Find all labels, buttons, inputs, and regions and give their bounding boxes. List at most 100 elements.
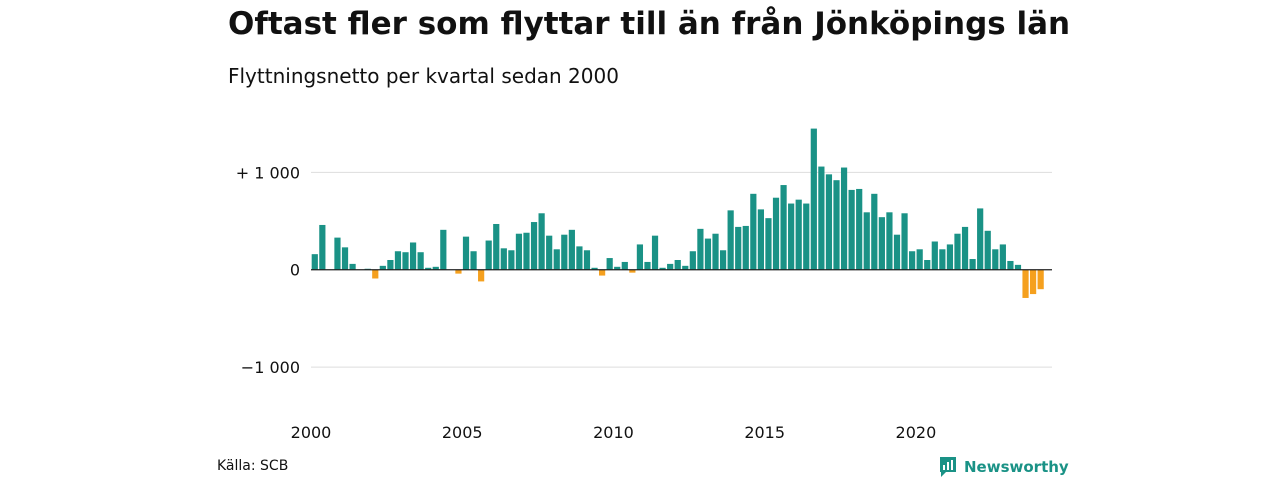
- chart-title: Oftast fler som flyttar till än från Jön…: [228, 6, 1071, 42]
- newsworthy-icon: [940, 457, 956, 477]
- bar: [606, 258, 613, 270]
- bar: [629, 269, 636, 273]
- bar: [863, 212, 870, 270]
- bar: [712, 233, 719, 270]
- bar: [719, 250, 727, 270]
- bar: [409, 242, 417, 270]
- bar: [379, 265, 386, 270]
- bar: [432, 266, 439, 270]
- bar: [689, 251, 696, 270]
- bar: [833, 180, 840, 270]
- bar: [470, 251, 477, 270]
- bar: [311, 254, 318, 270]
- bar: [999, 244, 1006, 270]
- y-tick-label: 0: [290, 261, 300, 280]
- bar: [614, 266, 621, 270]
- x-tick-label: 2005: [442, 423, 483, 442]
- bar: [954, 233, 961, 270]
- bar: [992, 249, 999, 270]
- bar: [893, 234, 901, 270]
- bar: [508, 250, 515, 270]
- bar: [568, 229, 575, 270]
- bar: [780, 185, 787, 270]
- bar: [576, 246, 583, 270]
- bar: [561, 234, 568, 270]
- bar: [667, 263, 674, 270]
- bar: [803, 203, 810, 270]
- bar: [636, 244, 644, 270]
- bar: [1029, 269, 1037, 295]
- bar: [1014, 264, 1022, 270]
- source-note: Källa: SCB: [217, 458, 289, 474]
- bar: [856, 188, 863, 270]
- x-tick-label: 2010: [593, 423, 634, 442]
- bar: [523, 232, 530, 270]
- bar: [372, 269, 379, 279]
- bar: [674, 260, 681, 270]
- bar: [931, 241, 938, 270]
- bar: [478, 269, 485, 282]
- bar: [644, 261, 651, 270]
- bar: [697, 228, 704, 270]
- bar: [591, 267, 598, 270]
- bar: [840, 167, 848, 270]
- bar: [901, 213, 908, 270]
- bar: [772, 197, 780, 270]
- bar: [651, 235, 659, 270]
- bar: [977, 208, 984, 270]
- bar: [795, 199, 802, 270]
- bar: [515, 233, 523, 270]
- bar: [916, 249, 923, 270]
- bar: [909, 251, 916, 270]
- bar: [462, 236, 470, 270]
- bar: [599, 269, 606, 276]
- bar: [402, 252, 409, 270]
- bar: [924, 260, 931, 270]
- bar: [1007, 260, 1014, 270]
- bar: [878, 217, 885, 270]
- y-tick-label: + 1 000: [236, 163, 300, 182]
- bar: [319, 224, 326, 270]
- bar: [659, 267, 666, 270]
- bar: [394, 251, 402, 270]
- bar: [727, 210, 734, 270]
- y-tick-label: −1 000: [241, 358, 300, 377]
- bar: [546, 235, 553, 270]
- bar: [788, 203, 795, 270]
- bar: [553, 249, 560, 270]
- bar: [946, 244, 954, 270]
- chart-subtitle: Flyttningsnetto per kvartal sedan 2000: [228, 64, 619, 88]
- bar: [682, 265, 689, 270]
- bar: [735, 226, 742, 270]
- bar: [349, 263, 356, 270]
- bar: [583, 250, 591, 270]
- bar: [969, 259, 976, 270]
- bar: [757, 209, 764, 270]
- bar: [493, 223, 500, 270]
- bar: [818, 166, 825, 270]
- bar: [939, 249, 946, 270]
- bar: [387, 260, 394, 270]
- bar: [530, 222, 538, 270]
- bar: [810, 128, 817, 270]
- bar: [765, 218, 772, 270]
- x-tick-label: 2000: [291, 423, 332, 442]
- bar: [984, 230, 991, 270]
- bar: [341, 247, 349, 270]
- bar: [742, 225, 749, 270]
- bar: [1022, 269, 1029, 298]
- bar: [961, 226, 969, 270]
- x-tick-label: 2015: [744, 423, 785, 442]
- bar: [871, 193, 878, 270]
- brand-name: Newsworthy: [964, 458, 1069, 476]
- bar: [417, 252, 424, 270]
- bar: [825, 174, 833, 270]
- bar: [538, 213, 545, 270]
- bar: [425, 267, 432, 270]
- bar: [621, 261, 628, 270]
- bar: [704, 238, 712, 270]
- bar: [1037, 269, 1044, 290]
- bar: [886, 212, 893, 270]
- x-tick-label: 2020: [896, 423, 937, 442]
